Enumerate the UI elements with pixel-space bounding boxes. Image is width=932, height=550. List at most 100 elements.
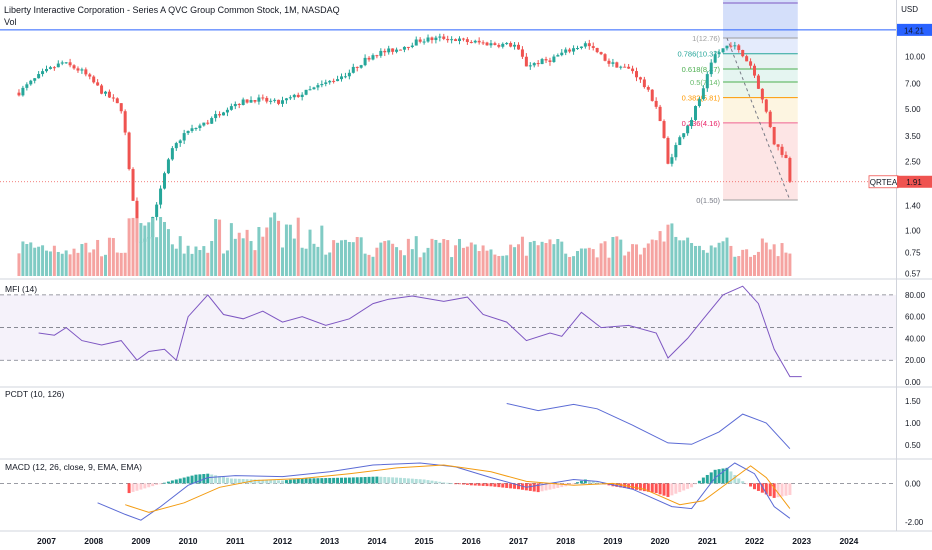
volume-bar xyxy=(29,242,33,276)
candle-body xyxy=(324,82,328,84)
candle-body xyxy=(619,66,623,68)
macd-histogram-bar xyxy=(697,480,701,484)
volume-bar xyxy=(387,240,391,276)
macd-signal-line xyxy=(125,464,791,513)
candle-body xyxy=(111,97,115,99)
volume-bar xyxy=(288,224,292,276)
candle-body xyxy=(249,100,253,103)
volume-bar xyxy=(379,242,383,276)
candle-body xyxy=(776,144,780,147)
volume-bar xyxy=(548,239,552,276)
volume-bar xyxy=(383,241,387,276)
volume-bar xyxy=(576,251,579,276)
volume-bar xyxy=(155,237,159,276)
macd-histogram-bar xyxy=(363,477,367,484)
volume-bar xyxy=(64,250,68,276)
candle-body xyxy=(100,85,104,94)
candle-body xyxy=(414,39,418,46)
candle-body xyxy=(764,99,768,112)
candle-body xyxy=(556,55,560,57)
macd-histogram-bar xyxy=(324,478,328,484)
volume-bar xyxy=(434,239,438,276)
volume-bar xyxy=(670,223,674,276)
candle-body xyxy=(316,85,320,88)
volume-bar xyxy=(41,245,45,276)
volume-bar xyxy=(265,227,269,276)
macd-histogram-bar xyxy=(410,478,414,484)
volume-bar xyxy=(619,239,623,276)
macd-histogram-bar xyxy=(320,478,324,484)
time-axis-tick-label: 2019 xyxy=(603,536,622,546)
candle-body xyxy=(587,43,591,47)
time-axis-tick-label: 2010 xyxy=(179,536,198,546)
candle-body xyxy=(367,57,371,60)
candle-body xyxy=(485,42,489,46)
candle-body xyxy=(395,49,399,52)
macd-histogram-bar xyxy=(277,480,281,484)
macd-histogram-bar xyxy=(198,474,202,484)
volume-bar xyxy=(658,231,662,276)
macd-histogram-bar xyxy=(666,483,670,497)
volume-bar xyxy=(560,241,564,276)
candle-body xyxy=(729,45,733,47)
candle-body xyxy=(705,74,709,89)
volume-bar xyxy=(635,244,638,276)
macd-histogram-bar xyxy=(178,478,182,484)
macd-histogram-bar xyxy=(517,483,520,490)
volume-bar xyxy=(96,239,100,276)
candle-body xyxy=(599,52,603,55)
candle-body xyxy=(104,91,107,94)
volume-bar xyxy=(564,253,568,276)
candle-body xyxy=(646,87,650,90)
candle-body xyxy=(253,100,257,102)
macd-histogram-bar xyxy=(501,483,505,488)
volume-bar xyxy=(513,247,517,276)
volume-bar xyxy=(469,242,473,276)
mfi-pane xyxy=(0,285,896,378)
candle-body xyxy=(21,87,25,96)
macd-histogram-bar xyxy=(638,483,642,491)
candle-body xyxy=(717,52,721,55)
macd-histogram-bar xyxy=(261,479,265,484)
macd-line xyxy=(97,462,791,521)
candle-body xyxy=(623,66,627,68)
macd-histogram-bar xyxy=(147,483,151,488)
macd-axis-tick-label: 0.00 xyxy=(905,479,921,488)
volume-bar xyxy=(721,241,725,276)
volume-bar xyxy=(218,219,222,276)
time-axis-tick-label: 2018 xyxy=(556,536,575,546)
macd-histogram-bar xyxy=(690,483,694,488)
volume-bar xyxy=(257,227,261,276)
macd-histogram-bar xyxy=(127,483,131,494)
macd-histogram-bar xyxy=(756,483,760,491)
volume-bar xyxy=(190,253,194,276)
macd-histogram-bar xyxy=(493,483,497,487)
macd-histogram-bar xyxy=(465,483,469,485)
mfi-line xyxy=(38,285,802,378)
candle-body xyxy=(68,62,72,66)
macd-histogram-bar xyxy=(206,473,210,484)
pcdt-label: PCDT (10, 126) xyxy=(5,389,65,399)
macd-histogram-bar xyxy=(513,483,517,489)
volume-bar xyxy=(485,250,489,276)
candle-body xyxy=(123,111,127,133)
price-axis-tick-label: 0.75 xyxy=(905,249,921,258)
candle-body xyxy=(654,100,658,107)
volume-bar xyxy=(595,257,599,276)
volume-bar xyxy=(426,247,430,276)
volume-bar xyxy=(497,255,501,276)
candle-body xyxy=(308,89,312,91)
candle-body xyxy=(426,37,430,42)
macd-histogram-bar xyxy=(442,482,446,484)
macd-histogram-bar xyxy=(587,480,591,484)
fib-level-label: 0.382(5.81) xyxy=(682,94,721,103)
candle-body xyxy=(749,61,753,66)
candle-body xyxy=(536,63,540,65)
volume-bar xyxy=(638,254,642,276)
candle-body xyxy=(701,88,705,100)
volume-bar xyxy=(583,248,587,276)
volume-bar xyxy=(391,243,395,276)
volume-bar xyxy=(25,244,29,276)
fib-level-label: 0(1.50) xyxy=(696,196,720,205)
volume-bar xyxy=(186,245,190,276)
